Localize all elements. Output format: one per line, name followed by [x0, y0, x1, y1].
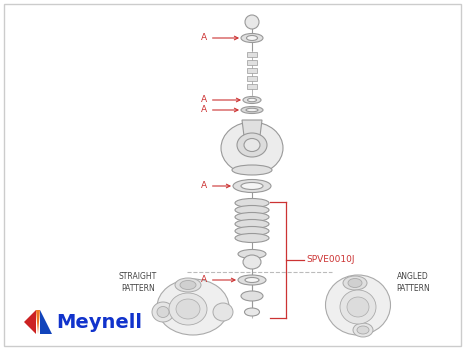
Ellipse shape — [241, 291, 263, 301]
Bar — [247, 60, 257, 65]
Bar — [247, 84, 257, 89]
Text: A: A — [201, 96, 240, 105]
Ellipse shape — [221, 122, 283, 174]
Ellipse shape — [244, 139, 260, 152]
Text: ANGLED
PATTERN: ANGLED PATTERN — [396, 272, 430, 293]
Ellipse shape — [169, 293, 207, 325]
Ellipse shape — [245, 308, 259, 316]
Polygon shape — [40, 310, 52, 334]
Bar — [247, 52, 257, 57]
Ellipse shape — [347, 297, 369, 317]
Ellipse shape — [152, 302, 174, 322]
Ellipse shape — [238, 250, 266, 259]
Ellipse shape — [245, 15, 259, 29]
Ellipse shape — [235, 198, 269, 208]
Ellipse shape — [353, 323, 373, 337]
Ellipse shape — [241, 182, 263, 189]
Text: A: A — [201, 182, 230, 190]
Ellipse shape — [175, 278, 201, 292]
Ellipse shape — [247, 98, 257, 102]
Polygon shape — [24, 310, 36, 334]
Ellipse shape — [326, 275, 391, 335]
Polygon shape — [36, 310, 40, 334]
Ellipse shape — [233, 180, 271, 193]
Ellipse shape — [232, 165, 272, 175]
Polygon shape — [242, 120, 262, 136]
Bar — [247, 76, 257, 81]
Ellipse shape — [243, 255, 261, 269]
Ellipse shape — [157, 307, 169, 317]
Ellipse shape — [157, 279, 229, 335]
Text: Meynell: Meynell — [56, 313, 142, 331]
Ellipse shape — [235, 226, 269, 236]
Ellipse shape — [340, 290, 376, 324]
Ellipse shape — [348, 279, 362, 287]
Ellipse shape — [213, 303, 233, 321]
Text: STRAIGHT
PATTERN: STRAIGHT PATTERN — [119, 272, 157, 293]
Text: A: A — [201, 34, 238, 42]
Ellipse shape — [235, 219, 269, 229]
Ellipse shape — [237, 133, 267, 157]
Ellipse shape — [235, 205, 269, 215]
Text: SPVE0010J: SPVE0010J — [306, 256, 354, 265]
Ellipse shape — [241, 34, 263, 42]
Ellipse shape — [180, 280, 196, 289]
Ellipse shape — [176, 299, 200, 319]
Text: A: A — [201, 105, 238, 114]
Ellipse shape — [246, 108, 258, 112]
Bar — [247, 68, 257, 73]
Ellipse shape — [235, 212, 269, 222]
Ellipse shape — [246, 35, 258, 41]
Ellipse shape — [357, 326, 369, 334]
Ellipse shape — [241, 106, 263, 113]
Text: A: A — [201, 275, 235, 285]
Ellipse shape — [243, 97, 261, 104]
Ellipse shape — [235, 233, 269, 243]
Ellipse shape — [343, 276, 367, 290]
Ellipse shape — [238, 275, 266, 285]
Ellipse shape — [245, 278, 259, 282]
